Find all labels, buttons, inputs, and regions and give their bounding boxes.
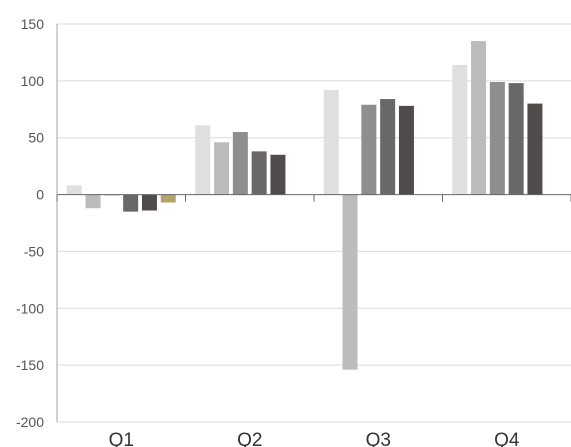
y-tick-label: -50	[24, 243, 44, 259]
y-tick-label: -100	[16, 300, 44, 316]
x-tick-label: Q2	[237, 430, 262, 447]
bar	[380, 99, 396, 195]
bar	[361, 104, 377, 195]
bar	[342, 194, 358, 370]
bar	[527, 103, 543, 195]
axis-labels: 150 100 50 0 -50 -100 -150 -200 Q1 Q2 Q3 Q4	[16, 16, 520, 447]
bar	[160, 194, 176, 203]
x-tick-label: Q1	[109, 430, 134, 447]
gridlines	[57, 23, 571, 423]
bar	[508, 83, 524, 195]
bar	[195, 125, 211, 195]
bar	[452, 64, 468, 195]
bar	[251, 151, 267, 195]
bars	[66, 41, 543, 370]
y-tick-label: -150	[16, 357, 44, 373]
bar	[323, 89, 339, 195]
bar	[141, 194, 157, 211]
x-tick-label: Q4	[494, 430, 520, 447]
bar	[214, 142, 230, 195]
bar	[398, 105, 414, 195]
x-tick-label: Q3	[366, 430, 391, 447]
axes	[56, 24, 571, 422]
y-tick-label: 50	[28, 130, 44, 146]
bar	[471, 41, 487, 195]
y-tick-label: 100	[21, 73, 45, 89]
y-tick-label: 0	[36, 187, 44, 203]
y-tick-label: 150	[21, 16, 45, 32]
bar	[270, 154, 286, 195]
bar	[232, 132, 248, 195]
bar	[85, 194, 101, 209]
bar	[66, 185, 82, 195]
y-tick-label: -200	[16, 414, 44, 430]
bar	[123, 194, 139, 212]
bar	[489, 81, 505, 195]
